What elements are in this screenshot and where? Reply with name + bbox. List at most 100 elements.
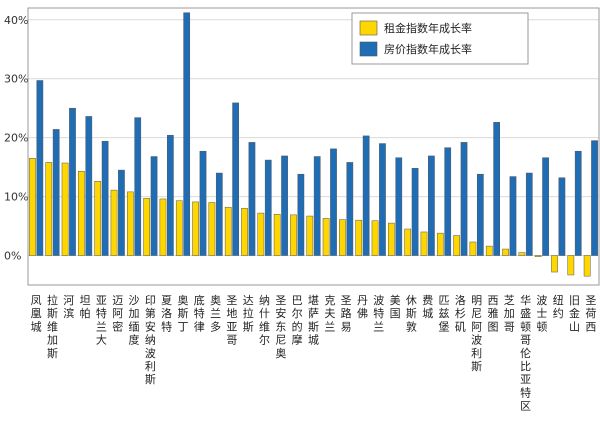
bar-rent <box>453 235 460 256</box>
x-tick-label: 达拉斯 <box>243 294 254 333</box>
bar-house <box>476 173 484 256</box>
x-tick-label: 底特律 <box>194 293 205 333</box>
x-tick-label: 波士顿 <box>536 294 547 333</box>
x-tick-label: 拉斯维加斯 <box>47 293 58 360</box>
bar-rent <box>502 248 509 256</box>
bar-rent <box>29 158 36 256</box>
x-tick-label: 休斯敦 <box>406 294 417 333</box>
x-tick-label: 堪萨斯城 <box>308 294 319 347</box>
bar-rent <box>110 189 118 256</box>
y-axis: 0% 10% 20% 30% 40% <box>4 14 28 263</box>
bar-rent <box>388 222 395 256</box>
bar-rent <box>61 162 69 256</box>
x-tick-label: 华盛顿哥伦比亚特区 <box>520 293 531 413</box>
bar-rent <box>551 255 558 273</box>
bar-rent <box>485 245 493 256</box>
legend-swatch-house <box>359 41 378 57</box>
bar-house <box>330 148 337 256</box>
x-tick-label: 迈阿密 <box>112 294 123 333</box>
bar-rent <box>192 201 199 256</box>
x-tick-label: 巴尔的摩 <box>292 294 303 347</box>
bar-house <box>460 142 468 256</box>
x-tick-label: 印第安纳波利斯 <box>145 294 156 386</box>
x-tick-label: 明尼阿波利斯 <box>471 294 482 373</box>
bar-house <box>118 169 125 256</box>
x-tick-label: 纽约 <box>553 293 564 320</box>
bar-rent <box>306 215 314 256</box>
bar-house <box>558 177 566 256</box>
x-tick-label: 西雅图 <box>487 294 498 333</box>
bar-rent <box>290 214 297 256</box>
bar-rent <box>355 219 363 256</box>
x-tick-label: 纳什维尔 <box>259 294 270 347</box>
x-tick-label: 旧金山 <box>569 294 580 333</box>
bar-house <box>69 107 76 256</box>
bar-house <box>150 156 158 256</box>
bar-house <box>232 102 239 256</box>
bar-house <box>444 147 452 256</box>
bar-house <box>362 135 370 256</box>
bar-house <box>428 155 435 256</box>
y-tick-label: 10% <box>4 191 28 204</box>
legend-label-rent: 租金指数年成长率 <box>384 21 472 35</box>
bar-house <box>101 140 109 256</box>
legend-swatch-rent <box>359 20 378 36</box>
bar-rent <box>273 214 281 256</box>
x-tick-label: 丹佛 <box>357 294 368 320</box>
bar-rent <box>208 202 216 256</box>
bar-rent <box>518 252 526 256</box>
y-tick-label: 20% <box>4 132 28 145</box>
x-tick-label: 波特兰 <box>373 294 384 333</box>
bar-rent <box>534 255 542 257</box>
x-tick-label: 奥斯丁 <box>177 293 188 333</box>
bar-house <box>509 176 517 256</box>
x-tick-label: 沙加缅度 <box>129 294 140 347</box>
legend-label-house: 房价指数年成长率 <box>384 42 472 56</box>
bar-rent <box>404 228 412 256</box>
x-tick-label: 河滨 <box>63 294 74 320</box>
bar-house <box>134 117 142 256</box>
bar-rent <box>583 255 591 277</box>
x-axis: 凤凰城拉斯维加斯河滨坦帕亚特兰大迈阿密沙加缅度印第安纳波利斯夏洛特奥斯丁底特律奥… <box>31 293 597 413</box>
bar-rent <box>126 191 134 256</box>
bar-rent <box>224 206 232 256</box>
legend-box <box>351 12 529 65</box>
bar-house <box>525 172 533 256</box>
bar-rent <box>567 255 575 276</box>
plot-frame <box>27 7 600 286</box>
bar-rent <box>241 208 248 256</box>
bar-house <box>395 157 403 256</box>
x-tick-label: 亚特兰大 <box>96 294 107 347</box>
x-tick-label: 克夫兰 <box>324 294 335 333</box>
bar-rent <box>371 220 379 256</box>
bar-house <box>574 150 582 256</box>
bar-house <box>379 143 386 256</box>
bar-house <box>199 150 207 256</box>
bar-rent <box>436 232 444 256</box>
bar-house <box>85 116 93 256</box>
bar-rent <box>257 212 265 256</box>
bar-rent <box>78 171 85 256</box>
x-tick-label: 坦帕 <box>80 293 91 320</box>
bar-house <box>248 142 256 256</box>
x-tick-label: 夏洛特 <box>161 294 172 333</box>
bar-rent <box>143 198 151 256</box>
bar-house <box>167 135 174 256</box>
x-tick-label: 美国 <box>390 294 401 320</box>
bar-house <box>346 162 354 256</box>
bar-rent <box>322 218 330 256</box>
bar-house <box>36 80 44 256</box>
x-tick-label: 费城 <box>422 294 433 320</box>
x-tick-label: 圣地亚哥 <box>226 294 237 347</box>
y-tick-label: 0% <box>4 250 21 263</box>
bar-rent <box>420 231 428 256</box>
bar-rent <box>94 181 102 256</box>
x-tick-label: 圣路易 <box>341 294 352 333</box>
bar-rent <box>469 241 477 256</box>
bar-rent <box>45 162 53 256</box>
bar-rent <box>175 200 183 256</box>
bar-house <box>493 122 501 256</box>
bar-house <box>264 159 272 256</box>
x-tick-label: 芝加哥 <box>504 294 515 333</box>
